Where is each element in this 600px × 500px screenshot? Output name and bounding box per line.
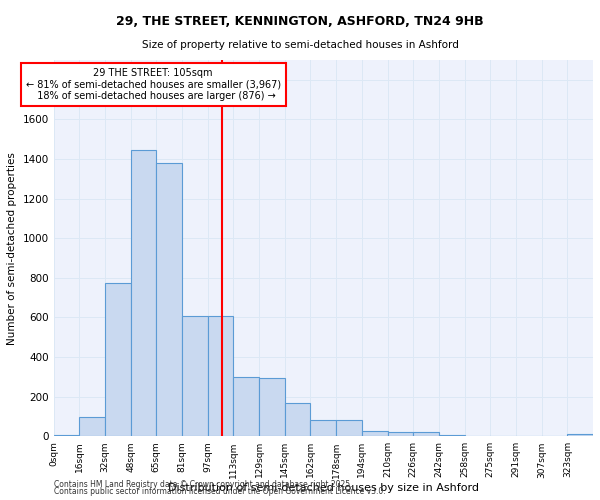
Text: Contains HM Land Registry data © Crown copyright and database right 2025.: Contains HM Land Registry data © Crown c… — [54, 480, 353, 489]
Bar — [131, 150, 157, 436]
Bar — [105, 283, 131, 436]
Bar — [413, 432, 439, 436]
Text: 29 THE STREET: 105sqm
← 81% of semi-detached houses are smaller (3,967)
  18% of: 29 THE STREET: 105sqm ← 81% of semi-deta… — [26, 68, 281, 101]
Bar — [208, 316, 233, 436]
Bar — [388, 432, 413, 436]
Bar — [79, 418, 105, 436]
Bar — [182, 316, 208, 436]
Y-axis label: Number of semi-detached properties: Number of semi-detached properties — [7, 152, 17, 344]
Bar — [362, 430, 388, 436]
Bar — [233, 377, 259, 436]
Text: Size of property relative to semi-detached houses in Ashford: Size of property relative to semi-detach… — [142, 40, 458, 50]
Bar — [285, 402, 310, 436]
Bar — [259, 378, 285, 436]
Bar — [568, 434, 593, 436]
Bar — [336, 420, 362, 436]
Bar — [157, 163, 182, 436]
Bar — [310, 420, 336, 436]
Text: Contains public sector information licensed under the Open Government Licence v3: Contains public sector information licen… — [54, 488, 386, 496]
Text: 29, THE STREET, KENNINGTON, ASHFORD, TN24 9HB: 29, THE STREET, KENNINGTON, ASHFORD, TN2… — [116, 15, 484, 28]
X-axis label: Distribution of semi-detached houses by size in Ashford: Distribution of semi-detached houses by … — [168, 483, 479, 493]
